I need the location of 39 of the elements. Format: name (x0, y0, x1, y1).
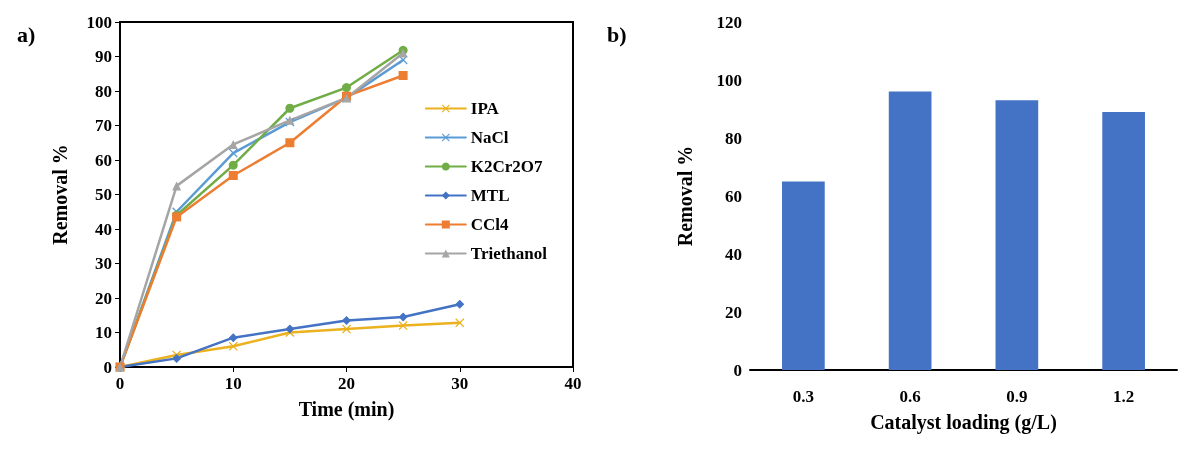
y-tick-label: 40 (725, 244, 742, 264)
legend-label: K2Cr2O7 (470, 157, 544, 176)
y-axis-title: Removal % (49, 144, 71, 245)
y-tick-label: 40 (95, 219, 112, 239)
y-tick-label: 0 (733, 360, 742, 380)
x-tick-label: 0.6 (899, 387, 921, 406)
y-tick-label: 0 (103, 357, 112, 377)
x-tick-label: 0 (115, 374, 125, 393)
y-tick-label: 30 (95, 254, 112, 273)
y-tick-label: 100 (86, 12, 112, 32)
chart-title: a) (17, 21, 36, 47)
x-tick-label: 0.9 (1006, 387, 1028, 406)
legend-label: NaCl (470, 128, 509, 147)
x-axis-title: Catalyst loading (g/L) (870, 411, 1057, 434)
x-tick-label: 40 (564, 374, 582, 393)
y-tick-label: 70 (95, 116, 112, 135)
legend-label: Triethanol (470, 244, 548, 263)
legend-label: MTL (470, 186, 510, 205)
x-tick-label: 20 (338, 374, 355, 393)
y-tick-label: 20 (725, 302, 742, 322)
y-tick-label: 20 (95, 288, 112, 308)
y-tick-label: 60 (95, 150, 112, 170)
x-tick-label: 30 (451, 374, 469, 393)
legend-label: IPA (470, 99, 500, 118)
y-tick-label: 60 (725, 186, 742, 206)
legend-label: CCl4 (470, 215, 510, 234)
y-tick-label: 80 (725, 128, 742, 148)
x-tick-label: 0.3 (792, 387, 814, 406)
x-tick-label: 1.2 (1113, 387, 1135, 406)
y-axis-title: Removal % (674, 145, 696, 247)
y-tick-label: 50 (95, 185, 112, 204)
y-tick-label: 100 (716, 70, 742, 90)
y-tick-label: 120 (716, 12, 742, 32)
y-tick-label: 90 (95, 47, 112, 66)
y-tick-label: 80 (95, 81, 112, 101)
x-axis-title: Time (min) (298, 398, 395, 421)
y-tick-label: 10 (95, 323, 112, 342)
x-tick-label: 10 (224, 374, 242, 393)
chart-title: b) (607, 21, 627, 47)
